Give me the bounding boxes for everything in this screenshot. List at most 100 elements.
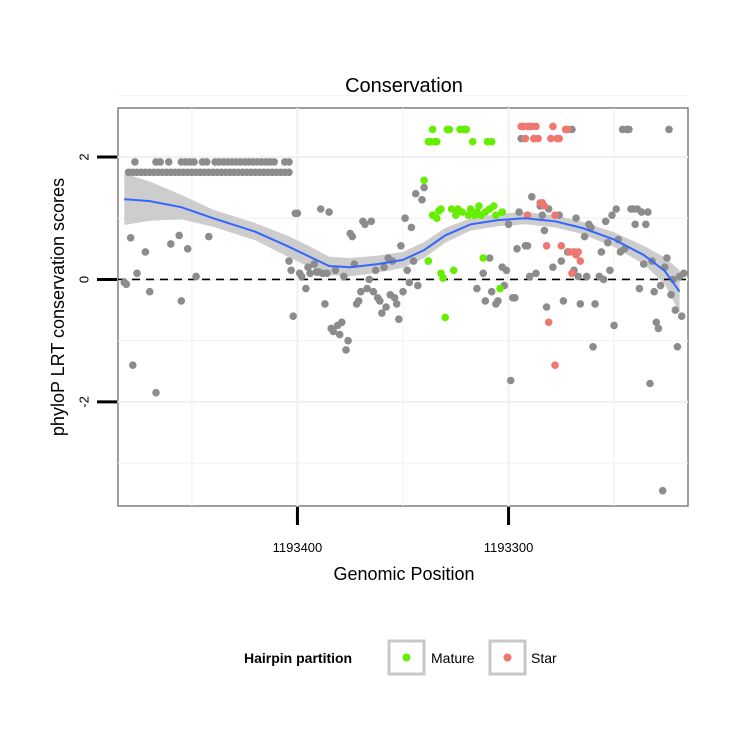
point-other [599,275,608,284]
x-axis: 1193400 1193300 [273,507,534,555]
point-other [610,321,618,330]
point-other [479,269,488,278]
y-axis-label: phyloP LRT conservation scores [48,178,68,436]
point-mature [445,125,454,134]
point-other [392,300,401,308]
point-other [285,257,293,265]
point-other [177,297,186,305]
point-other [167,240,175,248]
point-other [321,300,329,308]
legend-title: Hairpin partition [244,650,352,666]
point-other [642,220,650,229]
point-other [574,272,582,281]
point-other [403,266,412,275]
point-other [342,346,350,354]
y-tick-2: 2 [76,153,117,161]
point-other [306,269,314,278]
point-other [325,208,333,216]
point-other [329,327,338,336]
legend-label-mature: Mature [431,650,475,666]
point-star [557,242,566,250]
points-mature-series [420,125,507,322]
point-mature [490,202,498,210]
points-star-series [517,122,585,370]
point-other [538,211,547,219]
point-other [156,158,164,166]
point-other [293,209,302,218]
point-mature [462,125,471,134]
point-other [528,193,536,201]
point-other [126,234,135,242]
point-other [481,297,490,305]
point-other [559,297,568,305]
point-other [625,125,633,134]
point-other [399,287,407,296]
point-mature [496,284,504,293]
point-other [637,208,646,216]
point-other [523,242,532,250]
point-other [677,312,686,321]
point-other [395,315,403,324]
point-other [348,232,357,241]
point-mature [452,211,460,219]
y-axis: 2 0 -2 [76,153,117,408]
point-other [473,284,481,293]
point-other [494,297,502,305]
point-other [331,266,340,275]
point-star [523,211,532,219]
point-other [418,196,426,204]
y-tick-label-0: 0 [76,276,91,283]
point-other [363,284,371,293]
point-other [414,281,422,290]
point-other [310,260,319,268]
point-other [371,266,380,275]
point-star [534,134,542,143]
x-tick-label-1193300: 1193300 [484,540,534,555]
point-other [175,231,183,240]
point-mature [428,125,437,134]
point-star [532,122,540,131]
point-other [525,272,534,281]
point-other [511,294,519,302]
point-other [420,183,428,192]
point-other [129,361,137,370]
point-other [365,275,374,284]
point-mature [464,211,473,219]
point-other [576,300,585,308]
point-mature [439,274,447,283]
point-other [631,220,639,229]
point-other [145,287,154,296]
legend-swatch-star [503,653,512,662]
point-other [323,269,331,278]
point-other [202,158,211,166]
chart-title: Conservation [345,75,463,97]
point-star [563,125,572,134]
point-other [335,330,344,339]
point-other [380,263,388,272]
point-star [576,257,585,265]
point-mature [447,205,456,213]
point-other [502,266,511,275]
point-other [378,309,386,317]
x-tick-1193400: 1193400 [273,507,322,555]
point-other [133,269,141,278]
point-other [152,388,160,397]
point-star [555,134,563,143]
point-other [141,248,150,256]
point-star [551,361,559,370]
point-mature [487,137,496,146]
point-other [606,266,614,275]
point-star [568,269,576,278]
point-other [601,217,610,226]
point-other [367,217,376,226]
point-mature [424,257,433,265]
point-other [680,269,688,278]
point-other [591,300,599,308]
legend-item-star: Star [488,639,557,676]
point-other [582,272,591,281]
point-other [397,242,405,250]
point-star [549,122,557,131]
smooth-line [124,198,681,293]
point-other [658,486,667,495]
point-other [612,205,620,213]
